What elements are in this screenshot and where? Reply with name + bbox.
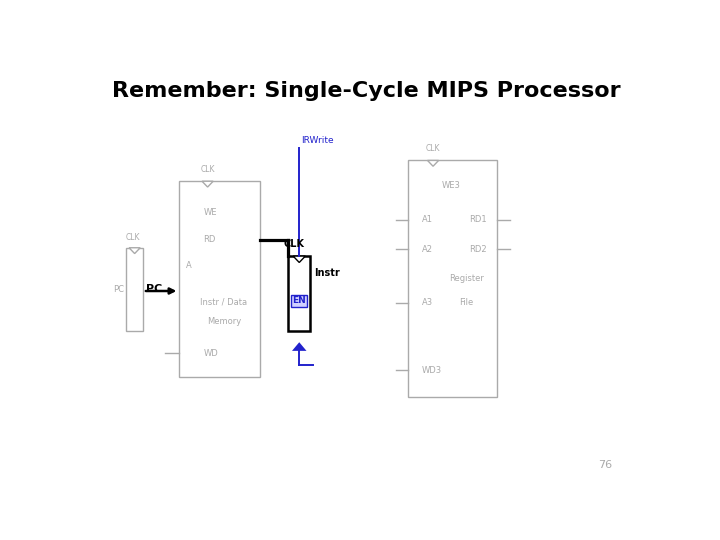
Text: RD2: RD2 (469, 245, 487, 254)
Text: WE: WE (204, 208, 217, 217)
Text: CLK: CLK (126, 233, 140, 241)
Text: Remember: Single-Cycle MIPS Processor: Remember: Single-Cycle MIPS Processor (112, 82, 621, 102)
Text: 76: 76 (598, 460, 612, 470)
Text: CLK: CLK (283, 239, 304, 248)
Bar (408, 160, 498, 397)
Text: CLK: CLK (200, 165, 215, 174)
Text: RD: RD (204, 235, 216, 245)
Polygon shape (292, 342, 307, 351)
Text: PC: PC (145, 285, 162, 294)
Polygon shape (129, 248, 140, 254)
Text: A2: A2 (421, 245, 433, 254)
Text: WD: WD (204, 349, 218, 357)
Polygon shape (293, 256, 305, 262)
Text: PC: PC (113, 285, 124, 294)
Text: CLK: CLK (426, 144, 441, 153)
Bar (126, 248, 143, 331)
Text: Register: Register (449, 274, 484, 284)
Polygon shape (428, 160, 438, 166)
Text: File: File (459, 298, 473, 307)
Text: Memory: Memory (207, 318, 241, 327)
Text: EN: EN (292, 296, 306, 306)
Text: RD1: RD1 (469, 215, 487, 224)
Text: Instr: Instr (314, 267, 340, 278)
Bar (288, 256, 310, 331)
Text: A1: A1 (421, 215, 433, 224)
Bar (179, 181, 260, 377)
Text: IRWrite: IRWrite (301, 136, 333, 145)
Polygon shape (202, 181, 213, 187)
Text: A3: A3 (421, 298, 433, 307)
Text: Instr / Data: Instr / Data (200, 298, 248, 307)
Text: WD3: WD3 (421, 366, 441, 375)
Text: WE3: WE3 (442, 181, 461, 190)
Text: A: A (186, 261, 192, 270)
